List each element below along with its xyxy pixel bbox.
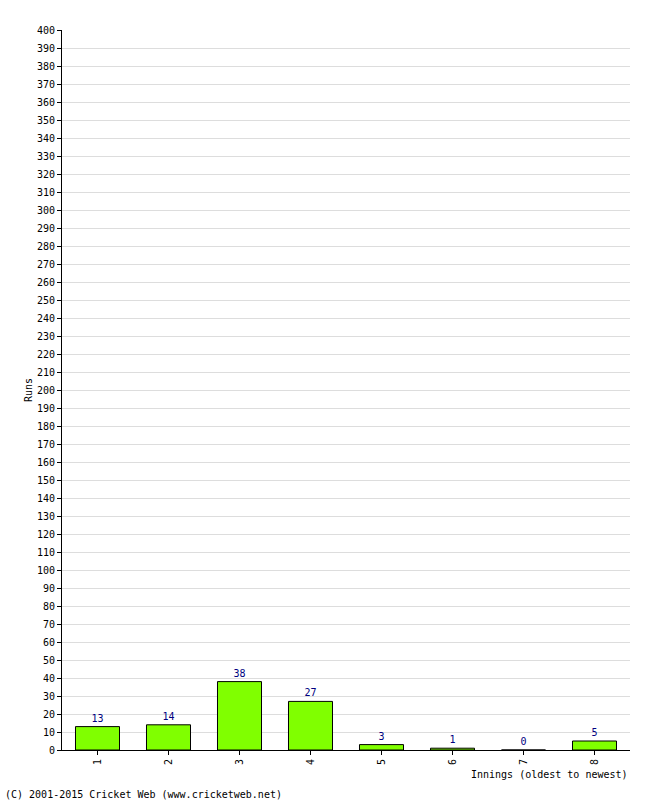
svg-text:370: 370	[37, 79, 55, 90]
svg-text:210: 210	[37, 367, 55, 378]
svg-text:360: 360	[37, 97, 55, 108]
svg-text:110: 110	[37, 547, 55, 558]
svg-text:160: 160	[37, 457, 55, 468]
svg-text:10: 10	[43, 727, 55, 738]
svg-text:60: 60	[43, 637, 55, 648]
svg-text:0: 0	[520, 736, 526, 747]
svg-text:250: 250	[37, 295, 55, 306]
svg-text:Innings (oldest to newest): Innings (oldest to newest)	[471, 769, 628, 780]
svg-text:150: 150	[37, 475, 55, 486]
svg-text:(C) 2001-2015 Cricket Web (www: (C) 2001-2015 Cricket Web (www.cricketwe…	[5, 789, 282, 800]
svg-text:200: 200	[37, 385, 55, 396]
svg-text:0: 0	[49, 745, 55, 756]
svg-text:350: 350	[37, 115, 55, 126]
svg-text:8: 8	[589, 759, 600, 765]
svg-text:1: 1	[92, 759, 103, 765]
svg-text:5: 5	[591, 727, 597, 738]
svg-text:130: 130	[37, 511, 55, 522]
svg-text:27: 27	[304, 687, 316, 698]
svg-text:240: 240	[37, 313, 55, 324]
svg-text:120: 120	[37, 529, 55, 540]
svg-text:14: 14	[162, 711, 174, 722]
svg-text:7: 7	[518, 759, 529, 765]
svg-text:30: 30	[43, 691, 55, 702]
svg-text:70: 70	[43, 619, 55, 630]
svg-text:140: 140	[37, 493, 55, 504]
svg-text:280: 280	[37, 241, 55, 252]
svg-text:270: 270	[37, 259, 55, 270]
svg-text:20: 20	[43, 709, 55, 720]
svg-text:170: 170	[37, 439, 55, 450]
svg-text:340: 340	[37, 133, 55, 144]
svg-text:90: 90	[43, 583, 55, 594]
svg-text:230: 230	[37, 331, 55, 342]
svg-text:80: 80	[43, 601, 55, 612]
svg-text:3: 3	[234, 759, 245, 765]
svg-text:260: 260	[37, 277, 55, 288]
svg-text:310: 310	[37, 187, 55, 198]
svg-text:390: 390	[37, 43, 55, 54]
svg-text:Runs: Runs	[23, 378, 34, 402]
svg-text:3: 3	[378, 731, 384, 742]
svg-text:6: 6	[447, 759, 458, 765]
svg-text:190: 190	[37, 403, 55, 414]
svg-text:180: 180	[37, 421, 55, 432]
svg-text:4: 4	[305, 759, 316, 765]
svg-text:290: 290	[37, 223, 55, 234]
svg-text:400: 400	[37, 25, 55, 36]
svg-text:50: 50	[43, 655, 55, 666]
svg-text:5: 5	[376, 759, 387, 765]
svg-text:300: 300	[37, 205, 55, 216]
svg-text:220: 220	[37, 349, 55, 360]
svg-text:40: 40	[43, 673, 55, 684]
svg-text:330: 330	[37, 151, 55, 162]
svg-text:380: 380	[37, 61, 55, 72]
svg-text:2: 2	[163, 759, 174, 765]
svg-text:1: 1	[449, 734, 455, 745]
svg-text:13: 13	[91, 713, 103, 724]
svg-text:38: 38	[233, 668, 245, 679]
svg-text:100: 100	[37, 565, 55, 576]
svg-text:320: 320	[37, 169, 55, 180]
